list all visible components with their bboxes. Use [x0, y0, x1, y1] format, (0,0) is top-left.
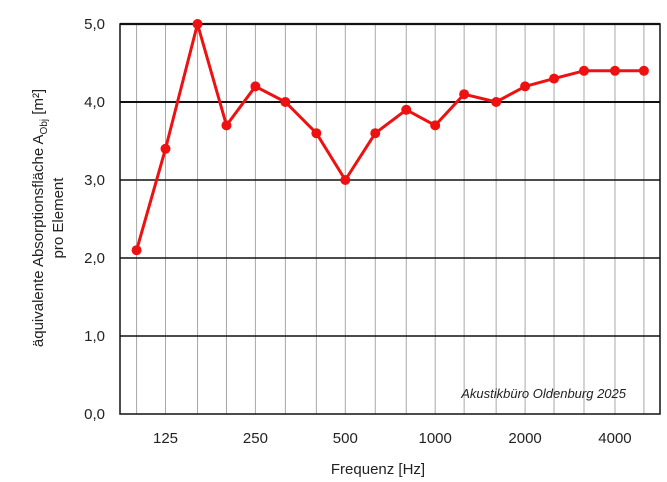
y-tick-label: 1,0	[84, 328, 105, 345]
y-tick-label: 2,0	[84, 250, 105, 267]
y-axis-title-subscript: Obj	[39, 119, 50, 135]
data-point	[131, 245, 142, 256]
y-axis-title-main: äquivalente Absorptionsfläche A	[30, 134, 47, 347]
annotation: Akustikbüro Oldenburg 2025	[460, 386, 627, 401]
y-axis-title-line2: pro Element	[50, 177, 67, 259]
data-point	[430, 120, 441, 131]
x-tick-label: 1000	[419, 430, 452, 447]
data-points	[131, 19, 649, 256]
data-point	[549, 73, 560, 84]
data-point	[250, 81, 261, 92]
data-point	[459, 89, 470, 100]
grid	[120, 24, 660, 414]
y-axis-title-unit: [m²]	[30, 89, 47, 119]
data-point	[401, 104, 412, 115]
plot-frame	[119, 22, 661, 415]
y-tick-label: 4,0	[84, 94, 105, 111]
x-axis-title: Frequenz [Hz]	[331, 461, 425, 478]
y-axis-title: äquivalente Absorptionsfläche AObj [m²]	[30, 89, 50, 347]
data-point	[192, 19, 203, 29]
y-tick-labels: 0,0 1,0 2,0 3,0 4,0 5,0	[84, 16, 105, 423]
data-point	[221, 120, 232, 131]
data-point	[160, 143, 171, 154]
series-line-layer	[135, 22, 644, 251]
y-tick-label: 0,0	[84, 406, 105, 423]
data-point	[609, 65, 620, 76]
data-point	[579, 65, 590, 76]
y-tick-label: 5,0	[84, 16, 105, 33]
series-line	[135, 22, 644, 251]
x-tick-label: 500	[333, 430, 358, 447]
x-tick-label: 250	[243, 430, 268, 447]
data-point	[340, 175, 351, 185]
plot-border	[119, 23, 661, 415]
x-tick-labels: 125 250 500 1000 2000 4000	[153, 430, 632, 447]
data-point	[638, 65, 649, 76]
data-point	[520, 81, 531, 92]
data-point	[280, 97, 291, 107]
data-point	[491, 97, 502, 107]
x-tick-label: 125	[153, 430, 178, 447]
data-point	[311, 128, 322, 139]
data-point	[370, 128, 381, 139]
x-tick-label: 4000	[598, 430, 631, 447]
x-tick-label: 2000	[508, 430, 541, 447]
y-tick-label: 3,0	[84, 172, 105, 189]
